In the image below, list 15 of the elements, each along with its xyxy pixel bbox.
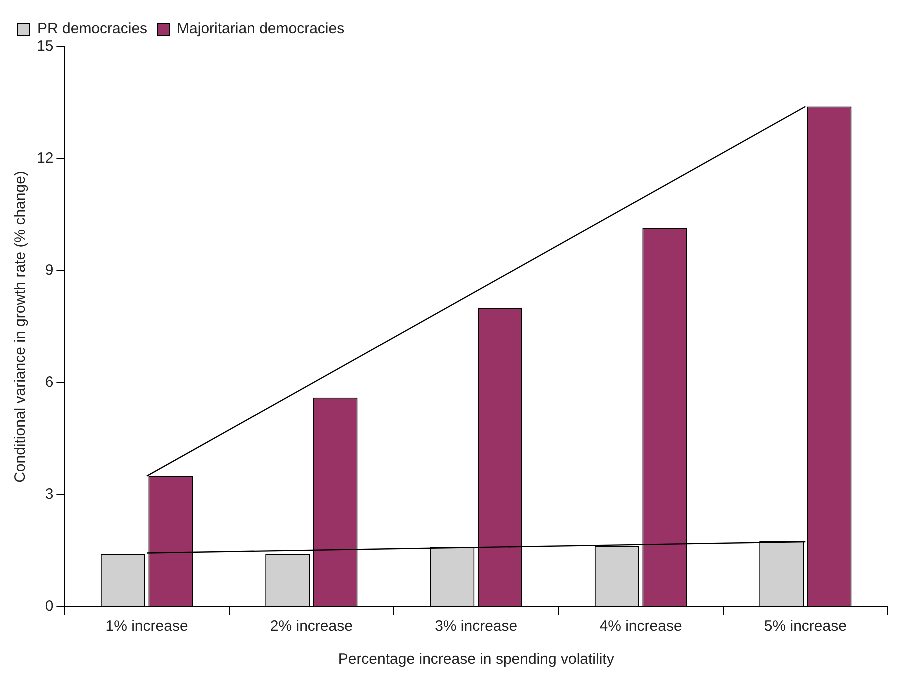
- x-tick-label: 3% increase: [435, 618, 518, 636]
- y-tick-label: 6: [45, 374, 54, 392]
- legend-label: Majoritarian democracies: [177, 20, 345, 38]
- x-tick-label: 2% increase: [270, 618, 353, 636]
- y-tick-label: 12: [36, 150, 54, 168]
- x-tick-label: 5% increase: [764, 618, 847, 636]
- y-axis-title: Conditional variance in growth rate (% change): [12, 171, 30, 483]
- y-tick-label: 0: [45, 598, 54, 616]
- legend-label: PR democracies: [38, 20, 148, 38]
- y-tick-label: 3: [45, 486, 54, 504]
- x-tick-label: 1% increase: [106, 618, 188, 636]
- x-axis-title: Percentage increase in spending volatility: [338, 651, 615, 668]
- y-tick-label: 15: [36, 38, 54, 56]
- y-tick-label: 9: [45, 262, 54, 280]
- x-tick-label: 4% increase: [600, 618, 682, 636]
